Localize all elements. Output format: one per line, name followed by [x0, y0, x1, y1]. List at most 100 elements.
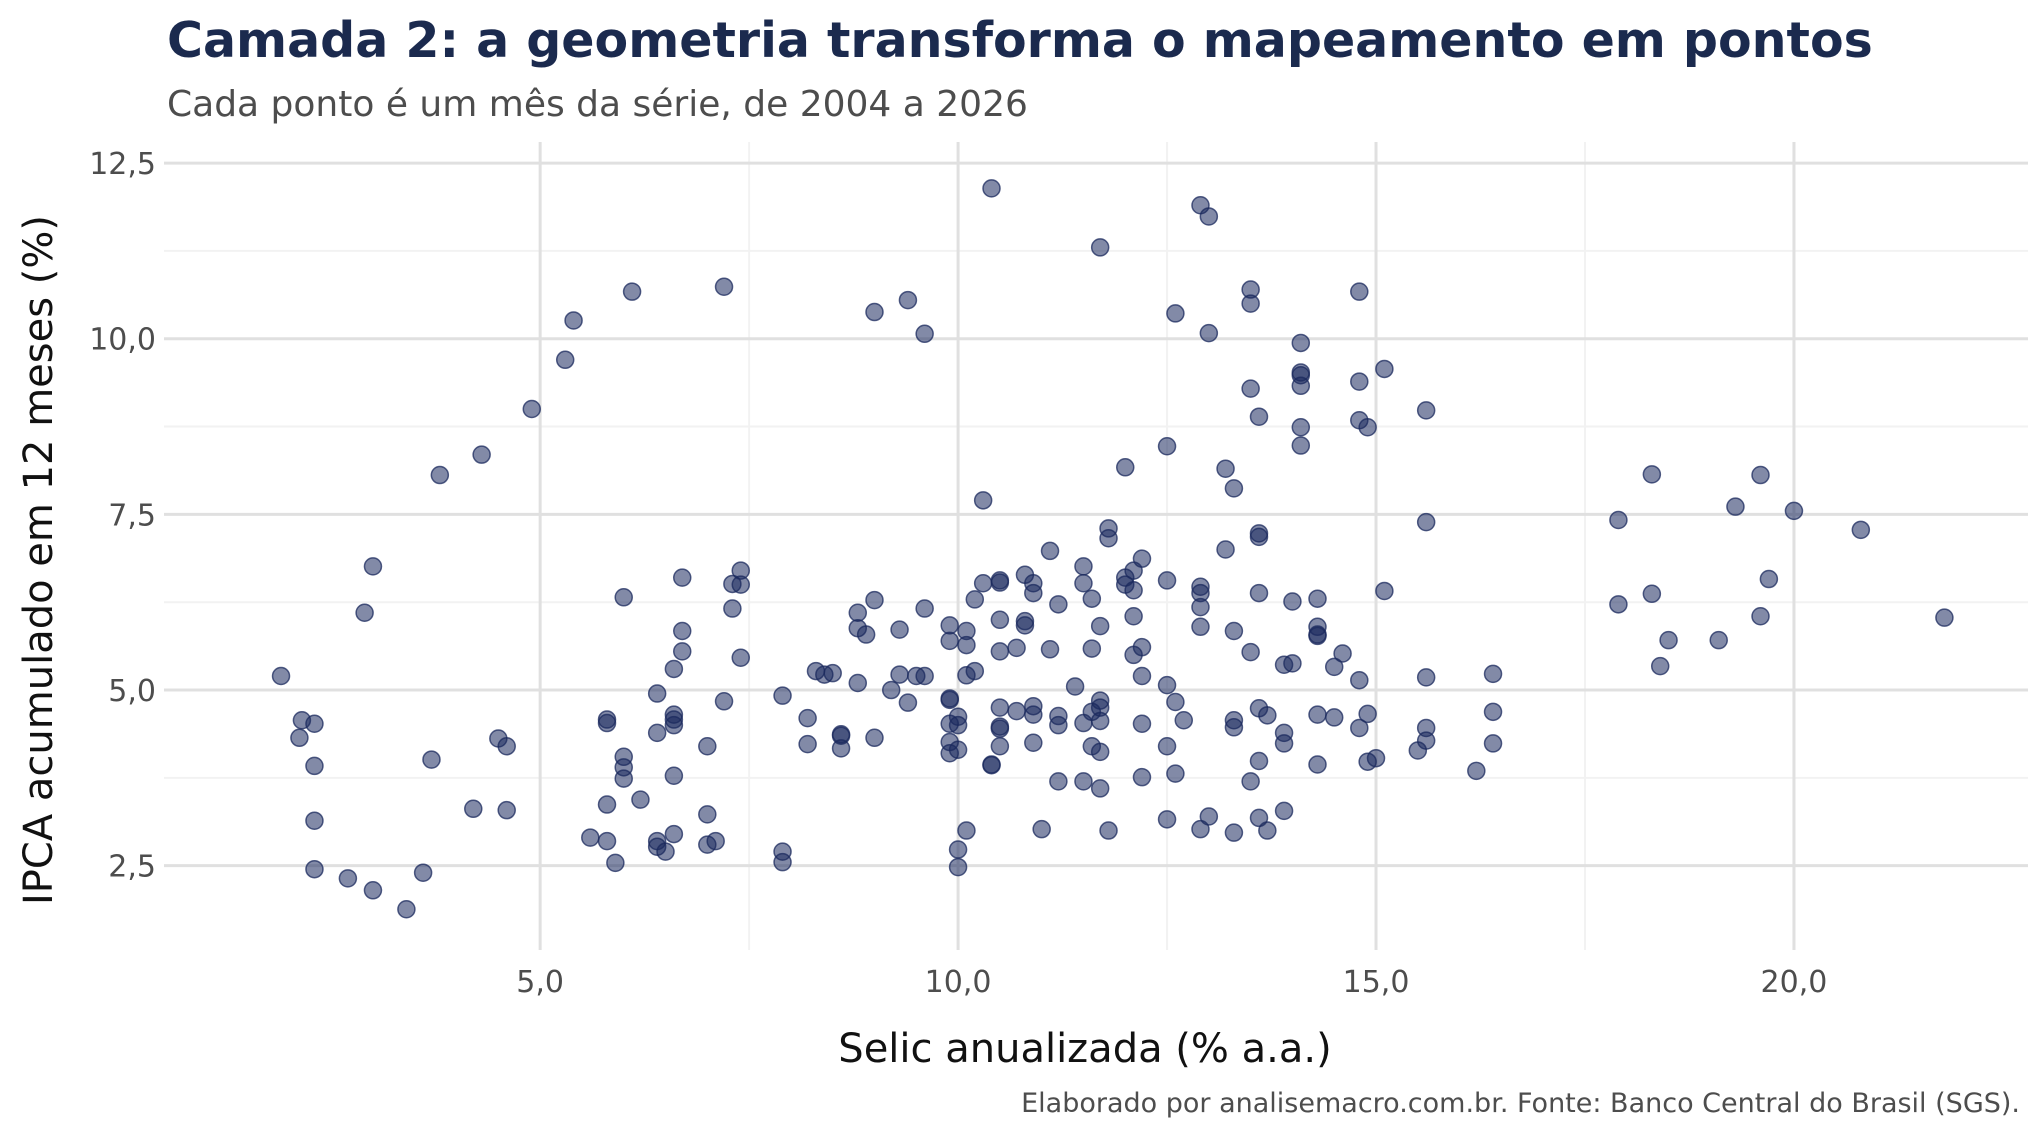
- data-point: [1249, 808, 1269, 828]
- data-point: [1784, 501, 1804, 521]
- data-point: [422, 750, 441, 769]
- data-point: [940, 689, 959, 708]
- data-point: [1358, 418, 1377, 437]
- data-point: [472, 445, 491, 464]
- data-point: [522, 399, 542, 419]
- data-point: [1274, 734, 1294, 753]
- data-point: [1166, 304, 1185, 323]
- data-point: [1024, 733, 1043, 752]
- data-point: [1040, 640, 1060, 659]
- y-tick-label: 2,5: [108, 850, 156, 885]
- x-tick-label: 5,0: [516, 965, 564, 1000]
- data-point: [1283, 654, 1302, 673]
- data-point: [990, 642, 1010, 661]
- data-point: [965, 661, 985, 681]
- data-point: [1726, 497, 1745, 516]
- data-point: [1132, 549, 1152, 568]
- data-points: [271, 179, 1954, 919]
- data-point: [363, 557, 383, 576]
- data-point: [1049, 715, 1068, 735]
- data-point: [1308, 705, 1327, 724]
- data-point: [1291, 418, 1311, 437]
- data-point: [1324, 708, 1344, 727]
- data-point: [1935, 608, 1954, 627]
- data-point: [1099, 821, 1118, 840]
- data-point: [898, 693, 918, 712]
- data-point: [1132, 666, 1152, 686]
- data-point: [1333, 644, 1352, 663]
- data-point: [1241, 379, 1260, 398]
- data-point: [1358, 704, 1377, 724]
- data-point: [1308, 626, 1327, 646]
- x-axis-label: Selic anualizada (% a.a.): [838, 1026, 1331, 1072]
- data-point: [363, 881, 383, 900]
- data-point: [1157, 436, 1177, 456]
- data-point: [865, 590, 884, 610]
- data-point: [1116, 458, 1135, 477]
- data-point: [338, 869, 358, 888]
- data-point: [940, 631, 959, 651]
- data-point: [773, 686, 792, 705]
- data-point: [1416, 731, 1436, 750]
- data-point: [1241, 642, 1260, 662]
- data-point: [1191, 819, 1210, 839]
- data-point: [1483, 664, 1503, 684]
- data-point: [1090, 616, 1110, 636]
- data-point: [581, 828, 600, 847]
- data-point: [973, 573, 993, 593]
- data-point: [856, 625, 876, 644]
- data-point: [1258, 706, 1277, 725]
- y-tick-label: 5,0: [108, 674, 156, 709]
- data-point: [1166, 692, 1185, 712]
- data-point: [564, 311, 583, 330]
- data-point: [631, 790, 650, 809]
- data-point: [664, 766, 684, 786]
- data-point: [1124, 607, 1143, 626]
- data-point: [1132, 714, 1152, 734]
- data-point: [672, 568, 692, 587]
- data-point: [723, 599, 742, 618]
- data-point: [647, 723, 667, 743]
- data-point: [1024, 705, 1043, 724]
- data-point: [1199, 323, 1219, 343]
- data-point: [305, 756, 324, 776]
- data-point: [848, 603, 868, 622]
- data-point: [990, 736, 1010, 756]
- y-axis-ticks: 2,5 5,0 7,5 10,0 12,5: [89, 147, 156, 885]
- data-point: [672, 621, 692, 641]
- data-point: [1467, 761, 1486, 781]
- data-point: [464, 799, 483, 819]
- data-point: [305, 859, 324, 879]
- data-point: [957, 821, 976, 840]
- data-point: [698, 736, 717, 756]
- data-point: [1224, 621, 1244, 641]
- y-tick-label: 12,5: [89, 147, 156, 182]
- data-point: [1166, 764, 1185, 783]
- data-point: [915, 324, 934, 344]
- data-point: [698, 805, 717, 824]
- data-point: [1032, 819, 1051, 839]
- data-point: [1642, 584, 1662, 604]
- data-point: [890, 620, 909, 639]
- x-tick-label: 20,0: [1761, 965, 1828, 1000]
- data-point: [865, 728, 884, 748]
- data-point: [990, 573, 1010, 592]
- data-point: [1090, 238, 1110, 257]
- data-point: [1283, 592, 1302, 611]
- data-point: [990, 717, 1010, 736]
- data-point: [706, 831, 725, 851]
- data-point: [1065, 677, 1085, 696]
- data-point: [664, 659, 684, 679]
- data-point: [1416, 512, 1436, 532]
- data-point: [1291, 436, 1311, 455]
- data-point: [1090, 711, 1110, 731]
- data-point: [823, 663, 842, 683]
- data-point: [664, 824, 684, 844]
- data-point: [1375, 581, 1394, 601]
- data-point: [1090, 742, 1110, 762]
- data-point: [898, 290, 918, 310]
- data-point: [1024, 583, 1043, 603]
- data-point: [1157, 736, 1177, 756]
- data-point: [1157, 675, 1177, 695]
